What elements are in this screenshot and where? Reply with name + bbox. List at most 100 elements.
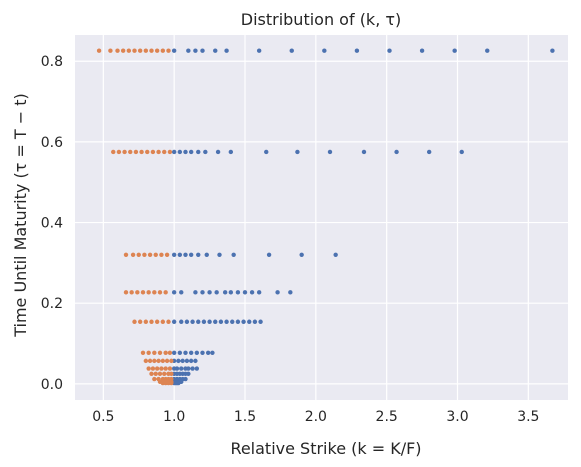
chart-title: Distribution of (k, τ) [241,10,402,29]
data-point-series-2 [156,149,161,155]
y-tick-label: 0.6 [41,135,63,151]
data-point-series-1 [275,290,280,295]
data-point-series-1 [213,48,218,53]
data-point-series-1 [213,319,218,324]
data-point-series-1 [200,48,205,53]
data-point-series-1 [179,319,184,324]
data-point-series-1 [241,319,246,324]
data-point-series-1 [193,290,198,295]
data-point-series-1 [201,319,207,324]
x-tick-label: 1.5 [234,409,256,425]
data-point-series-2 [135,290,140,295]
data-point-series-1 [256,290,262,295]
data-point-series-2 [163,366,168,371]
data-point-series-2 [142,252,147,258]
data-point-series-2 [96,48,102,53]
data-point-series-2 [160,358,166,364]
data-point-series-2 [157,350,163,356]
data-point-series-1 [203,149,208,155]
data-point-series-1 [354,48,360,53]
data-point-series-1 [174,366,180,371]
data-point-series-1 [333,252,338,258]
data-point-series-1 [230,319,235,324]
data-point-series-2 [146,366,151,371]
data-point-series-1 [361,149,367,155]
data-point-series-1 [299,252,304,258]
data-point-series-2 [167,149,173,155]
data-point-series-2 [157,290,163,295]
data-point-series-2 [137,319,143,324]
data-point-series-1 [171,350,177,356]
data-point-series-1 [183,376,188,382]
data-point-series-1 [327,149,333,155]
data-point-series-2 [163,350,168,356]
data-point-series-1 [179,290,184,295]
data-point-series-2 [126,48,132,53]
data-point-series-1 [188,252,194,258]
data-point-series-1 [183,149,188,155]
data-point-series-1 [214,290,219,295]
data-point-series-2 [132,319,137,324]
data-point-series-2 [160,48,166,53]
data-point-series-2 [164,252,170,258]
data-point-series-2 [163,290,168,295]
data-point-series-1 [205,350,211,356]
data-point-series-2 [149,319,154,324]
data-point-series-1 [242,290,248,295]
data-points [96,48,555,386]
data-point-series-1 [183,350,188,356]
data-point-series-1 [387,48,392,53]
data-point-series-2 [145,149,150,155]
x-tick-label: 3.5 [517,409,539,425]
data-point-series-1 [419,48,425,53]
data-point-series-1 [200,350,205,356]
data-point-series-1 [188,358,194,364]
data-point-series-2 [162,149,167,155]
data-point-series-1 [394,149,399,155]
data-point-series-2 [147,358,153,364]
x-tick-labels: 0.5 1.0 1.5 2.0 2.5 3.0 3.5 [92,409,539,425]
data-point-series-2 [116,149,122,155]
data-point-series-1 [235,319,241,324]
data-point-series-2 [147,252,153,258]
x-axis-label: Relative Strike (k = K/F) [230,439,421,458]
data-point-series-2 [120,48,126,53]
data-point-series-1 [171,149,177,155]
data-point-series-2 [159,366,164,371]
data-point-series-1 [224,319,229,324]
data-point-series-2 [111,149,116,155]
data-point-series-1 [176,358,181,364]
data-point-series-1 [264,149,269,155]
data-point-series-1 [485,48,490,53]
data-point-series-1 [194,350,200,356]
data-point-series-1 [179,366,184,371]
data-point-series-2 [154,48,160,53]
data-point-series-2 [123,252,129,258]
data-point-series-1 [228,149,234,155]
data-point-series-2 [156,358,161,364]
data-point-series-2 [139,149,144,155]
data-point-series-1 [266,252,272,258]
data-point-series-1 [190,319,195,324]
data-point-series-2 [150,366,156,371]
data-point-series-1 [186,371,191,376]
data-point-series-1 [184,319,190,324]
data-point-series-2 [167,350,173,356]
y-tick-label: 0.4 [41,216,63,232]
data-point-series-1 [193,48,198,53]
data-point-series-2 [128,149,133,155]
x-tick-label: 2.5 [376,409,398,425]
data-point-series-2 [166,319,171,324]
data-point-series-1 [177,149,183,155]
data-point-series-2 [152,350,157,356]
data-point-series-1 [222,290,228,295]
data-point-series-1 [186,366,191,371]
data-point-series-1 [207,290,212,295]
data-point-series-1 [194,366,200,371]
data-point-series-2 [150,149,156,155]
data-point-series-1 [258,319,263,324]
data-point-series-2 [152,376,157,382]
data-point-series-1 [217,252,222,258]
x-tick-label: 1.0 [163,409,185,425]
y-axis-label: Time Until Maturity (τ = T − t) [11,93,30,338]
